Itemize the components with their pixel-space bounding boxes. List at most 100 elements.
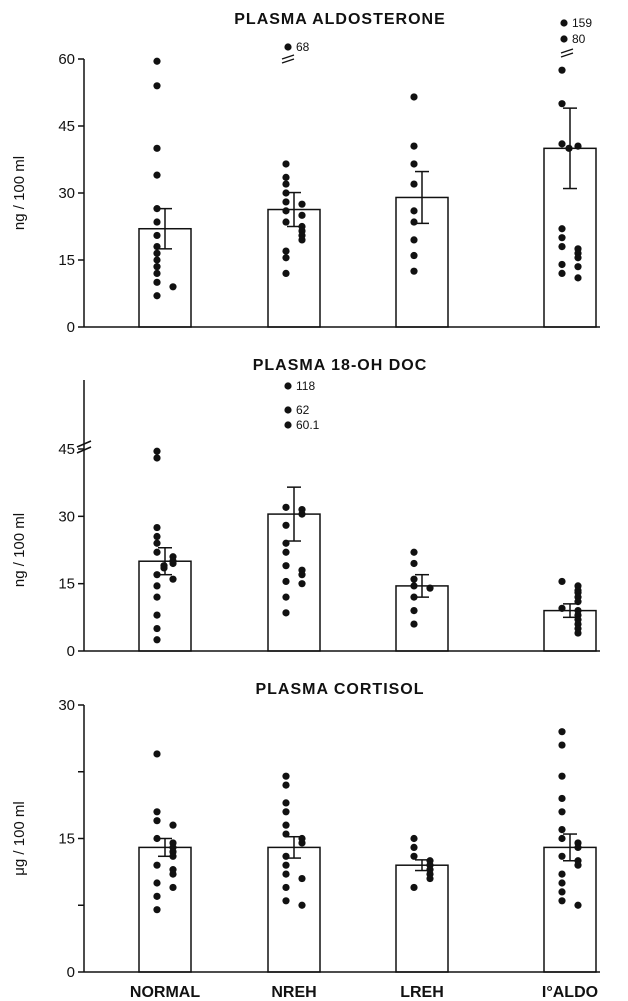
panel-1: PLASMA ALDOSTERONE 0 15 30 45 60 ng / 100 ml 68… (11, 11, 600, 336)
data-point (153, 249, 161, 257)
data-point (282, 189, 290, 197)
data-point (153, 292, 161, 300)
data-point (558, 879, 566, 887)
data-point (574, 274, 582, 282)
data-point (558, 225, 566, 233)
data-point (410, 160, 418, 168)
y-tick-label: 60 (58, 51, 75, 68)
data-point (153, 906, 161, 914)
data-point (153, 879, 161, 887)
data-point (558, 269, 566, 277)
data-point (558, 834, 566, 843)
data-point (574, 843, 582, 852)
data-point (282, 503, 290, 511)
data-point (558, 870, 566, 878)
data-point (282, 539, 290, 547)
data-point (298, 580, 306, 588)
data-point (153, 861, 161, 869)
data-point (282, 830, 290, 838)
data-point (282, 254, 290, 262)
y-tick-label: 15 (58, 252, 75, 269)
data-point (160, 564, 168, 572)
bar-1 (267, 846, 321, 973)
y-axis-label: μg / 100 ml (11, 801, 28, 876)
data-point (558, 243, 566, 251)
data-point (410, 251, 418, 260)
data-point (153, 582, 161, 590)
data-point (153, 263, 161, 271)
outlier-label: 60.1 (296, 418, 320, 432)
data-point (153, 171, 161, 179)
data-point (574, 263, 582, 271)
y-tick-label: 30 (58, 508, 75, 525)
data-point (558, 66, 566, 74)
data-point (298, 874, 306, 883)
data-point (153, 834, 161, 843)
y-tick-label: 0 (67, 964, 75, 981)
chart-title: PLASMA ALDOSTERONE (234, 11, 445, 28)
data-point (558, 728, 566, 736)
data-point (153, 532, 161, 541)
data-point (410, 575, 418, 583)
data-point (410, 620, 418, 628)
data-point (153, 593, 161, 601)
category-label: LREH (400, 984, 444, 1001)
data-point (410, 267, 418, 275)
data-point (282, 218, 290, 226)
data-point (298, 839, 306, 847)
data-point (169, 821, 177, 829)
data-point (169, 559, 177, 568)
data-point (282, 577, 290, 586)
data-point (153, 144, 161, 152)
data-point (410, 93, 418, 101)
data-point (282, 548, 290, 556)
outlier-point (284, 406, 292, 414)
data-point (298, 236, 306, 244)
data-point (565, 144, 573, 152)
data-point (169, 575, 177, 583)
data-point (558, 826, 566, 834)
bar-2 (395, 864, 449, 973)
data-point (558, 577, 566, 586)
data-point (153, 892, 161, 900)
data-point (282, 870, 290, 878)
data-point (410, 852, 418, 860)
data-point (282, 799, 290, 807)
y-tick-label: 0 (67, 319, 75, 336)
category-label: NREH (271, 984, 316, 1001)
data-point (153, 750, 161, 758)
value-break-mark (560, 48, 574, 58)
chart-title: PLASMA CORTISOL (255, 681, 424, 698)
value-break-mark (281, 54, 295, 64)
y-tick-label: 15 (58, 831, 75, 848)
outlier-point (284, 382, 292, 390)
data-point (153, 817, 161, 825)
data-point (153, 624, 161, 633)
data-point (282, 269, 290, 277)
data-point (153, 539, 161, 547)
data-point (169, 852, 177, 860)
data-point (558, 794, 566, 803)
data-point (153, 256, 161, 264)
data-point (410, 142, 418, 150)
data-point (410, 593, 418, 601)
outlier-label: 159 (572, 16, 592, 30)
data-point (298, 200, 306, 208)
data-point (410, 883, 418, 892)
data-point (558, 260, 566, 269)
data-point (282, 180, 290, 188)
data-point (558, 897, 566, 905)
data-point (153, 278, 161, 286)
data-point (410, 548, 418, 556)
data-point (153, 269, 161, 277)
data-point (282, 821, 290, 829)
outlier-label: 62 (296, 403, 310, 417)
data-point (558, 888, 566, 896)
y-axis-label: ng / 100 ml (11, 513, 28, 587)
outlier-point (560, 19, 568, 27)
data-point (574, 901, 582, 909)
data-point (574, 861, 582, 869)
data-point (558, 234, 566, 242)
data-point (282, 173, 290, 181)
